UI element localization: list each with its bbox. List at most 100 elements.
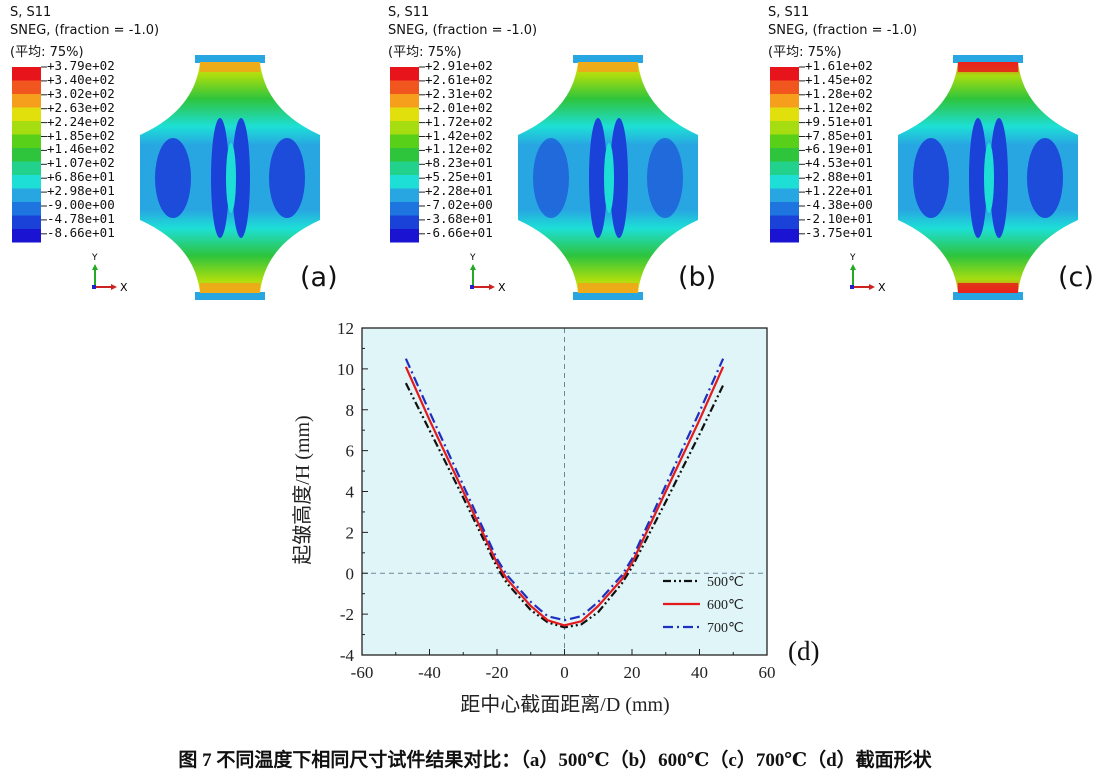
colorbar-label: +1.12e+02 (805, 99, 873, 115)
colorbar-label: -4.78e+01 (47, 210, 115, 226)
colorbar-label: +6.86e+01 (47, 169, 115, 185)
colorbar-label: +5.25e+01 (425, 169, 493, 185)
colorbar-band (12, 134, 41, 148)
colorbar-label: +8.23e+01 (425, 155, 493, 171)
colorbar-label: +2.28e+01 (425, 183, 493, 199)
colorbar-label: -3.75e+01 (805, 224, 873, 240)
colorbar-label: +2.24e+02 (47, 113, 115, 129)
colorbar-band (12, 215, 41, 229)
axis-x-label: X (498, 281, 506, 294)
axis-y-label: Y (470, 253, 476, 263)
axis-y-label: Y (92, 253, 98, 263)
y-tick-label: 0 (346, 564, 355, 583)
contour-subtitle: SNEG, (fraction = -1.0) (768, 23, 918, 38)
series-line-0 (404, 382, 725, 629)
x-tick-label: -20 (486, 663, 509, 682)
colorbar-band (390, 161, 419, 175)
axis-triad-icon (470, 264, 495, 290)
colorbar-label: +3.40e+02 (47, 71, 115, 87)
colorbar-band (390, 202, 419, 216)
colorbar-label: +2.88e+01 (805, 169, 873, 185)
axis-x-label: X (878, 281, 886, 294)
x-tick-label: 60 (759, 663, 776, 682)
y-tick-label: 4 (346, 483, 355, 502)
colorbar (12, 66, 47, 243)
colorbar-label: +4.53e+01 (805, 155, 873, 171)
y-axis-label: 起皱高度/H (mm) (291, 415, 314, 564)
colorbar-label: +1.45e+02 (805, 71, 873, 87)
contour-panel-a: S, S11 SNEG, (fraction = -1.0) (平均: 75%) +3… (0, 0, 370, 305)
y-tick-label: 2 (346, 523, 355, 542)
x-axis-label: 距中心截面距离/D (mm) (460, 693, 669, 716)
colorbar-band (390, 121, 419, 135)
colorbar-band (390, 107, 419, 121)
colorbar-label: +1.46e+02 (47, 141, 115, 157)
y-tick-label: -4 (340, 646, 355, 665)
colorbar-band (390, 134, 419, 148)
colorbar-label: +2.61e+02 (425, 71, 493, 87)
colorbar-band (770, 161, 799, 175)
colorbar-label: +1.12e+02 (425, 141, 493, 157)
colorbar-band (770, 188, 799, 202)
colorbar-band (770, 67, 799, 81)
series-line-2 (404, 358, 725, 622)
contour-average: (平均: 75%) (388, 45, 462, 60)
x-tick-label: -60 (351, 663, 374, 682)
colorbar-band (390, 229, 419, 243)
colorbar-label: +1.85e+02 (47, 127, 115, 143)
colorbar-band (390, 94, 419, 108)
colorbar-label: -6.66e+01 (425, 224, 493, 240)
y-tick-label: -2 (340, 605, 354, 624)
colorbar-band (770, 175, 799, 189)
colorbar-band (770, 94, 799, 108)
contour-title: S, S11 (388, 5, 430, 20)
y-tick-label: 10 (337, 360, 354, 379)
colorbar-band (12, 94, 41, 108)
colorbar-band (12, 67, 41, 81)
colorbar-band (12, 148, 41, 162)
colorbar-label: +9.51e+01 (805, 113, 873, 129)
colorbar-band (770, 148, 799, 162)
colorbar-label: +1.61e+02 (805, 58, 873, 73)
colorbar-label: -3.68e+01 (425, 210, 493, 226)
panel-label: (a) (300, 262, 338, 293)
colorbar-band (390, 188, 419, 202)
colorbar-label: +2.98e+01 (47, 183, 115, 199)
axis-triad-icon (850, 264, 875, 290)
colorbar-band (12, 107, 41, 121)
colorbar-label: +2.01e+02 (425, 99, 493, 115)
contour-title: S, S11 (10, 5, 52, 20)
colorbar-band (770, 202, 799, 216)
contour-panel-b: S, S11 SNEG, (fraction = -1.0) (平均: 75%) +2… (378, 0, 748, 305)
colorbar-band (390, 80, 419, 94)
y-tick-label: 8 (346, 401, 355, 420)
colorbar-band (770, 121, 799, 135)
legend-label: 500℃ (707, 575, 744, 590)
colorbar-label: -9.00e+00 (47, 197, 115, 212)
x-tick-label: 0 (560, 663, 569, 682)
colorbar-label: +1.28e+02 (805, 85, 873, 101)
contour-average: (平均: 75%) (768, 45, 842, 60)
colorbar-band (12, 229, 41, 243)
colorbar-label: +6.19e+01 (805, 141, 873, 157)
legend-label: 700℃ (707, 621, 744, 636)
y-tick-label: 12 (337, 319, 354, 338)
y-tick-label: 6 (346, 442, 355, 461)
colorbar-label: +2.63e+02 (47, 99, 115, 115)
contour-subtitle: SNEG, (fraction = -1.0) (10, 23, 160, 38)
colorbar-band (12, 175, 41, 189)
contour-title: S, S11 (768, 5, 810, 20)
colorbar-band (390, 148, 419, 162)
colorbar-label: -8.66e+01 (47, 224, 115, 240)
colorbar-label: +7.85e+01 (805, 127, 873, 143)
series-line-1 (404, 366, 725, 627)
colorbar-band (770, 107, 799, 121)
x-tick-label: 20 (624, 663, 641, 682)
contour-subtitle: SNEG, (fraction = -1.0) (388, 23, 538, 38)
colorbar-band (12, 80, 41, 94)
x-tick-label: -40 (418, 663, 441, 682)
axis-triad-icon (92, 264, 117, 290)
figure-caption: 图 7 不同温度下相同尺寸试件结果对比：（a）500℃（b）600℃（c）700… (178, 750, 932, 771)
specimen-contour (898, 55, 1078, 300)
